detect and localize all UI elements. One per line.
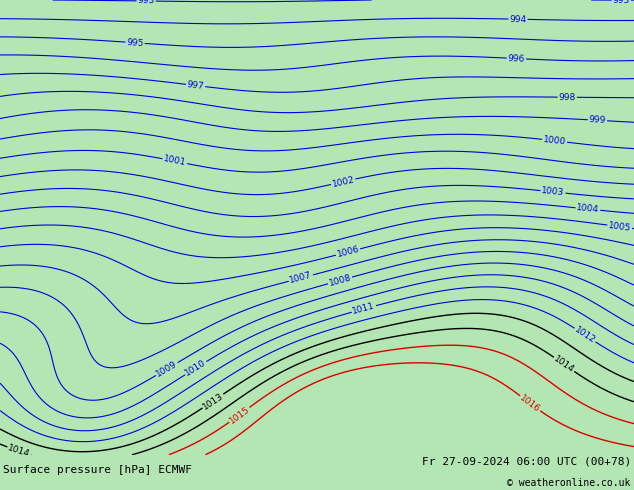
Text: 999: 999 <box>588 115 606 125</box>
Text: 1011: 1011 <box>352 301 376 316</box>
Text: 1001: 1001 <box>163 154 187 168</box>
Text: 994: 994 <box>509 15 527 24</box>
Text: 993: 993 <box>612 0 630 4</box>
Text: 1014: 1014 <box>552 354 576 375</box>
Text: 1015: 1015 <box>228 404 251 425</box>
Text: 1007: 1007 <box>288 271 313 285</box>
Text: 1002: 1002 <box>331 175 356 189</box>
Text: 1013: 1013 <box>201 391 225 411</box>
Text: 1000: 1000 <box>543 135 567 147</box>
Text: 1005: 1005 <box>608 220 631 233</box>
Text: 996: 996 <box>508 53 525 63</box>
Text: 997: 997 <box>186 80 205 91</box>
Text: 993: 993 <box>138 0 155 5</box>
Text: 998: 998 <box>559 93 576 102</box>
Text: 1009: 1009 <box>155 359 179 379</box>
Text: 1010: 1010 <box>184 358 208 378</box>
Text: 1003: 1003 <box>541 186 565 197</box>
Text: Surface pressure [hPa] ECMWF: Surface pressure [hPa] ECMWF <box>3 465 192 475</box>
Text: 1014: 1014 <box>7 443 31 459</box>
Text: 1004: 1004 <box>576 203 600 215</box>
Text: 1006: 1006 <box>336 245 360 259</box>
Text: 1016: 1016 <box>518 393 542 414</box>
Text: 1008: 1008 <box>328 273 353 288</box>
Text: Fr 27-09-2024 06:00 UTC (00+78): Fr 27-09-2024 06:00 UTC (00+78) <box>422 457 631 466</box>
Text: 995: 995 <box>126 38 144 48</box>
Text: © weatheronline.co.uk: © weatheronline.co.uk <box>507 478 631 488</box>
Text: 1012: 1012 <box>573 325 597 345</box>
